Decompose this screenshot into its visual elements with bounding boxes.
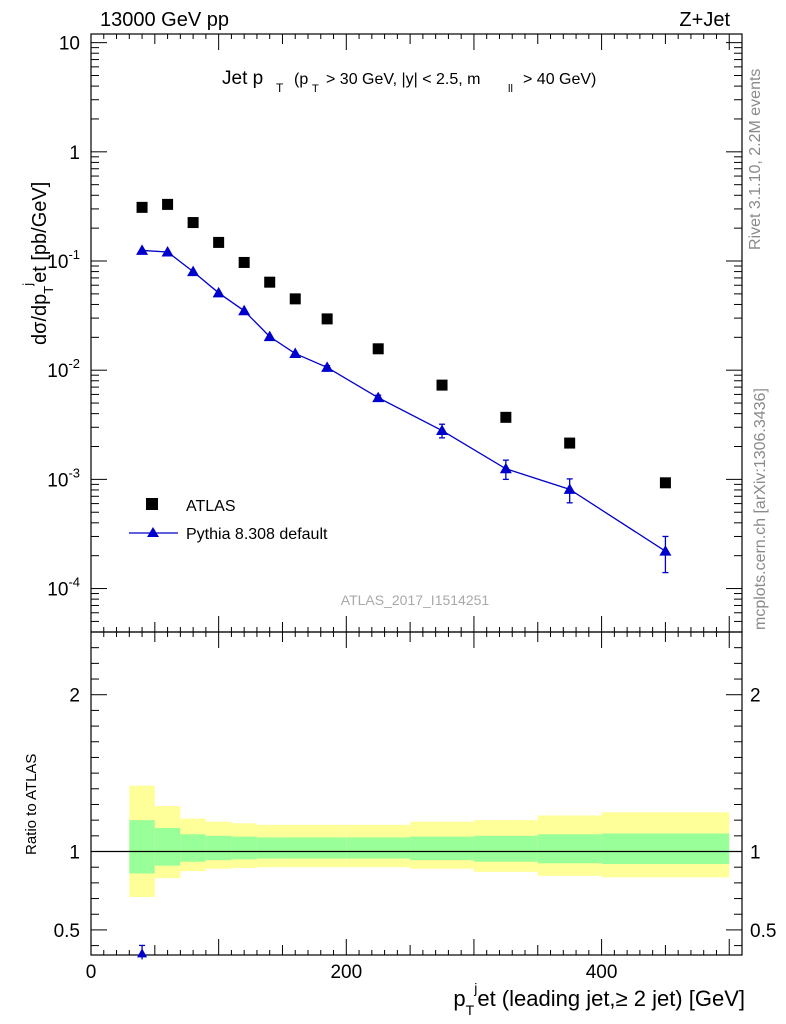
pythia-point — [436, 424, 449, 436]
pythia-point — [659, 545, 672, 556]
ratio-mc-points — [137, 944, 148, 960]
ratio-band-inner — [256, 837, 283, 859]
atlas-point — [238, 256, 250, 268]
legend-pythia-marker — [147, 527, 159, 537]
atlas-point — [659, 477, 671, 489]
ratio-y-axis-label: Ratio to ATLAS — [23, 754, 40, 855]
y-tick-label: 1 — [69, 143, 80, 164]
atlas-point — [321, 313, 333, 325]
pythia-point — [263, 330, 276, 342]
header-right: Z+Jet — [679, 9, 730, 31]
ratio-tick-label: 2 — [69, 686, 80, 707]
y-tick-label: 10-1 — [47, 247, 80, 273]
legend-atlas-marker — [146, 498, 158, 510]
ratio-tick-label: 0.5 — [54, 921, 80, 942]
ratio-band-inner — [473, 835, 538, 862]
ratio-band-inner — [231, 836, 257, 860]
atlas-point — [187, 217, 199, 229]
plot-title-cond-1: (p — [294, 71, 308, 88]
atlas-point — [500, 411, 512, 423]
atlas-point — [436, 379, 448, 391]
y-tick-label: 10-2 — [47, 356, 80, 382]
plot-title-cond-2: > 30 GeV, |y| < 2.5, m — [326, 71, 480, 88]
legend: ATLAS Pythia 8.308 default — [129, 498, 328, 543]
axis-ticks — [90, 34, 742, 955]
legend-pythia-label: Pythia 8.308 default — [186, 526, 328, 543]
atlas-point — [564, 437, 576, 449]
rivet-version-label: Rivet 3.1.10, 2.2M events — [747, 69, 764, 250]
ratio-band-inner — [129, 820, 155, 874]
x-tick-label: 200 — [330, 962, 362, 983]
ratio-band-inner — [308, 837, 347, 859]
ratio-band-inner — [180, 834, 206, 862]
plot-title-cond-1-sub: T — [312, 83, 319, 95]
plot-title: Jet p T (p T > 30 GeV, |y| < 2.5, m ll >… — [222, 68, 596, 95]
ratio-band-inner — [346, 837, 411, 859]
pythia-point — [187, 265, 200, 277]
pythia-point — [161, 245, 174, 257]
ratio-panel-frame — [90, 631, 743, 956]
ratio-tick-label: 1 — [69, 843, 80, 864]
header-left: 13000 GeV pp — [100, 9, 229, 31]
ratio-tick-label-right: 0.5 — [750, 921, 776, 942]
pythia-point — [212, 286, 225, 298]
atlas-point — [289, 293, 301, 305]
atlas-point — [264, 276, 276, 288]
ratio-band-inner — [537, 834, 602, 864]
mcplots-label: mcplots.cern.ch [arXiv:1306.3436] — [752, 388, 769, 630]
plot-title-cond-2-sub: ll — [508, 83, 513, 95]
y-tick-label: 10-4 — [47, 575, 80, 601]
y-tick-label: 10-3 — [47, 465, 80, 491]
ratio-band-inner — [410, 836, 474, 861]
ratio-tick-label-right: 2 — [750, 686, 761, 707]
plot-title-cond-3: > 40 GeV) — [523, 71, 596, 88]
ratio-mc-point — [137, 948, 148, 958]
y-tick-label: 10 — [59, 34, 80, 55]
pythia-point — [136, 244, 149, 255]
y-tick-labels: 10 1 10-1 10-2 10-3 10-4 — [47, 34, 80, 601]
analysis-watermark: ATLAS_2017_I1514251 — [341, 592, 490, 608]
x-tick-labels: 0 200 400 — [86, 962, 618, 983]
ratio-band-inner — [282, 837, 308, 859]
plot-title-main-sub: T — [276, 81, 284, 95]
pythia-point — [238, 304, 251, 316]
ratio-bands — [129, 785, 730, 897]
legend-atlas-label: ATLAS — [186, 498, 236, 515]
atlas-point — [162, 198, 174, 210]
pythia-point — [499, 462, 512, 474]
x-tick-label: 400 — [586, 962, 618, 983]
atlas-point — [372, 343, 384, 355]
x-tick-label: 0 — [86, 962, 97, 983]
ratio-band-inner — [154, 827, 181, 866]
pythia-point — [289, 347, 302, 359]
ratio-tick-labels: 0.5 0.5 1 1 2 2 — [54, 686, 777, 942]
pythia-point — [321, 361, 334, 372]
atlas-point — [136, 201, 148, 213]
x-axis-label: pTjet (leading jet,≥ 2 jet) [GeV] — [453, 980, 745, 1018]
ratio-band-inner — [205, 835, 232, 861]
pythia-point — [563, 483, 576, 494]
series-atlas — [136, 198, 671, 489]
atlas-point — [213, 236, 225, 248]
series-pythia — [136, 244, 672, 574]
ratio-band-inner — [601, 833, 730, 865]
ratio-tick-label-right: 1 — [750, 843, 761, 864]
plot-title-main: Jet p — [222, 68, 263, 89]
pythia-point — [372, 391, 385, 403]
